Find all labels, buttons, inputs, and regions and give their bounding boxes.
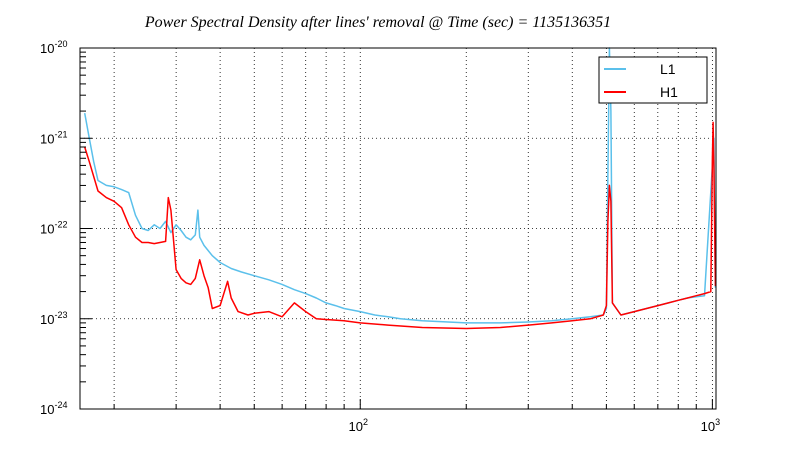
x-tick-labels: 102 103 (349, 417, 721, 434)
y-tick-exp: -20 (54, 39, 67, 49)
y-tick-label: 10-24 (40, 400, 67, 417)
x-tick-base: 10 (701, 419, 715, 434)
y-tick-base: 10 (40, 312, 54, 327)
y-tick-base: 10 (40, 402, 54, 417)
y-tick-base: 10 (40, 131, 54, 146)
y-tick-base: 10 (40, 222, 54, 237)
y-tick-label: 10-20 (40, 39, 67, 56)
x-tick-exp: 2 (363, 417, 368, 427)
y-tick-label: 10-23 (40, 310, 67, 327)
axis-ticks (80, 47, 713, 410)
legend-label-h1: H1 (660, 84, 678, 100)
legend: L1 H1 (598, 56, 708, 104)
y-tick-exp: -23 (54, 310, 67, 320)
y-tick-base: 10 (40, 41, 54, 56)
legend-box (598, 56, 708, 104)
y-tick-exp: -22 (54, 220, 67, 230)
x-tick-label: 102 (349, 417, 368, 434)
x-tick-label: 103 (701, 417, 720, 434)
y-tick-exp: -24 (54, 400, 67, 410)
x-tick-base: 10 (349, 419, 363, 434)
x-tick-exp: 3 (715, 417, 720, 427)
legend-label-l1: L1 (660, 61, 676, 77)
y-tick-label: 10-22 (40, 220, 67, 237)
series-line-h1 (83, 121, 717, 330)
series-lines (83, 47, 717, 330)
y-tick-exp: -21 (54, 129, 67, 139)
y-tick-label: 10-21 (40, 129, 67, 146)
grid-lines (80, 48, 716, 409)
chart-title: Power Spectral Density after lines' remo… (144, 14, 611, 31)
